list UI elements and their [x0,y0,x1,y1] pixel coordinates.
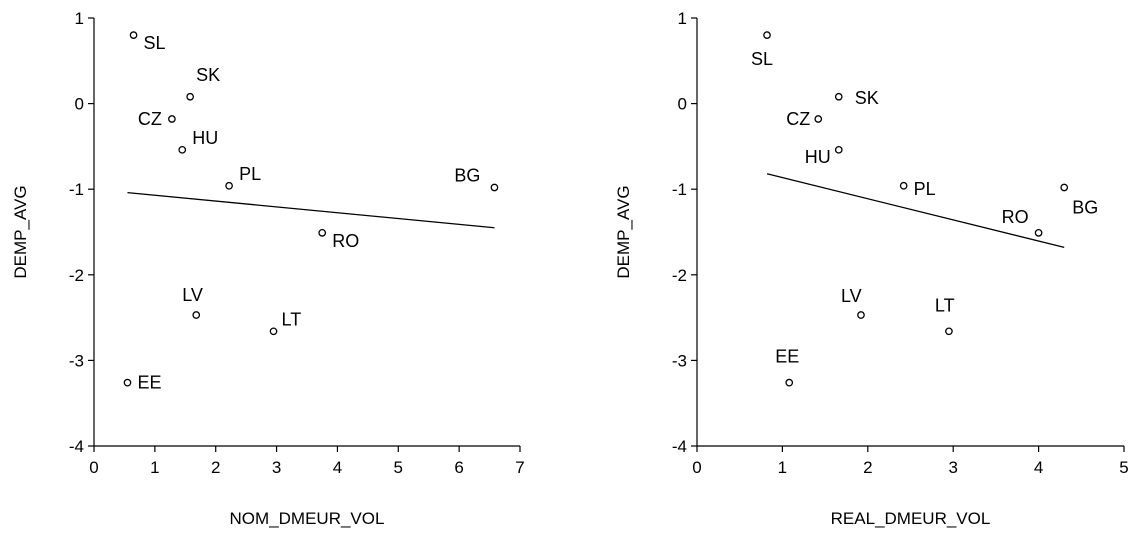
y-tick-label: -1 [69,180,84,199]
data-point-pl [225,181,233,190]
point-label-ee: EE [137,373,161,393]
data-point-ee [785,378,794,387]
data-point-bg [490,183,499,192]
y-tick-label: -4 [69,437,84,456]
y-tick-label: -3 [672,351,687,370]
x-tick-label: 6 [454,458,463,477]
point-label-bg: BG [454,165,480,185]
x-tick-label: 4 [333,458,342,477]
x-tick-label: 5 [394,458,403,477]
x-tick-label: 5 [1119,458,1128,477]
data-point-cz [168,115,176,123]
data-point-lt [269,327,278,336]
x-axis-title: REAL_DMEUR_VOL [831,509,991,528]
x-tick-label: 4 [1034,458,1043,477]
point-label-lt: LT [282,309,302,329]
point-label-lv: LV [182,285,203,305]
y-tick-label: -2 [672,266,687,285]
x-tick-label: 2 [863,458,872,477]
data-point-sl [763,31,771,39]
point-label-pl: PL [914,179,936,199]
x-tick-label: 3 [272,458,281,477]
y-tick-label: 1 [678,9,687,28]
data-point-hu [178,145,187,154]
point-label-ee: EE [775,347,799,367]
data-point-lt [945,327,953,336]
y-tick-label: 0 [678,95,687,114]
data-point-bg [1060,183,1069,192]
x-tick-label: 1 [778,458,787,477]
y-tick-label: -2 [69,266,84,285]
y-axis-title: DEMP_AVG [11,185,30,278]
x-tick-label: 1 [150,458,159,477]
data-point-sl [129,31,138,39]
point-label-bg: BG [1072,197,1098,217]
point-label-sk: SK [196,65,220,85]
data-point-pl [899,181,908,190]
point-label-lt: LT [935,295,955,315]
data-point-ro [318,229,327,237]
data-point-cz [814,115,823,123]
data-point-lv [192,311,201,319]
x-tick-label: 0 [89,458,98,477]
point-label-cz: CZ [786,109,810,129]
regression-line [127,191,495,229]
data-point-hu [834,145,843,154]
point-label-ro: RO [1002,207,1029,227]
y-tick-label: -4 [672,437,687,456]
y-axis-title: DEMP_AVG [614,185,633,278]
y-tick-label: 1 [75,9,84,28]
point-label-hu: HU [805,147,831,167]
point-label-sl: SL [144,33,166,53]
data-point-lv [857,311,865,319]
x-tick-label: 3 [948,458,957,477]
y-tick-label: -1 [672,180,687,199]
data-point-sk [186,92,195,101]
data-point-sk [834,92,843,101]
point-label-cz: CZ [138,109,162,129]
point-label-pl: PL [239,164,261,184]
point-label-lv: LV [841,286,862,306]
point-label-sl: SL [751,49,773,69]
point-label-ro: RO [332,231,359,251]
y-tick-label: -3 [69,351,84,370]
x-axis-title: NOM_DMEUR_VOL [230,509,385,528]
x-tick-label: 7 [515,458,524,477]
y-tick-label: 0 [75,95,84,114]
point-label-sk: SK [855,88,879,108]
data-point-ro [1034,229,1043,237]
x-tick-label: 2 [211,458,220,477]
x-tick-label: 0 [692,458,701,477]
data-point-ee [123,378,132,387]
regression-line [766,173,1065,249]
point-label-hu: HU [192,128,218,148]
